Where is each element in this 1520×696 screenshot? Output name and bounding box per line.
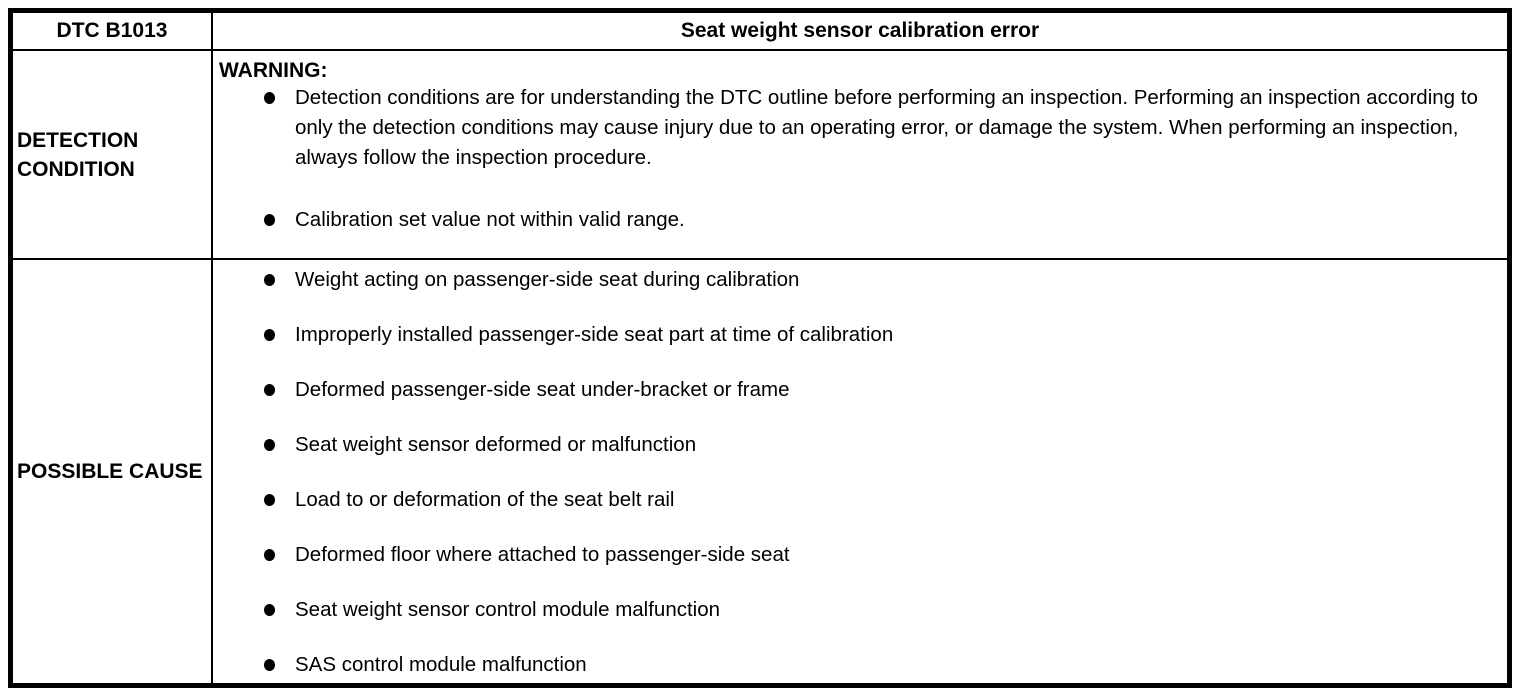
bullet-item: Seat weight sensor deformed or malfuncti… [264,433,1497,457]
bullet-text: Weight acting on passenger-side seat dur… [295,268,800,291]
bullet-icon [264,604,275,616]
dtc-code-cell: DTC B1013 [13,13,213,49]
bullet-item: Weight acting on passenger-side seat dur… [264,268,1497,292]
bullet-icon [264,549,275,561]
bullet-text: Seat weight sensor control module malfun… [295,598,721,621]
bullet-item: Deformed floor where attached to passeng… [264,543,1497,567]
bullet-item: Detection conditions are for understandi… [264,83,1497,173]
possible-cause-label: POSSIBLE CAUSE [13,260,213,683]
bullet-text: SAS control module malfunction [295,653,587,676]
possible-cause-content: Weight acting on passenger-side seat dur… [213,260,1507,683]
warning-heading: WARNING: [219,59,328,82]
bullet-icon [264,439,275,451]
possible-cause-row: POSSIBLE CAUSE Weight acting on passenge… [13,260,1507,683]
bullet-text: Deformed floor where attached to passeng… [295,543,790,566]
bullet-item: Load to or deformation of the seat belt … [264,488,1497,512]
bullet-text: Calibration set value not within valid r… [295,208,685,231]
dtc-title-cell: Seat weight sensor calibration error [213,13,1507,49]
detection-condition-label: DETECTION CONDITION [13,51,213,258]
bullet-text: Seat weight sensor deformed or malfuncti… [295,433,697,456]
bullet-icon [264,274,275,286]
bullet-icon [264,659,275,671]
bullet-text: Load to or deformation of the seat belt … [295,488,675,511]
bullet-icon [264,494,275,506]
bullet-icon [264,92,275,104]
bullet-text: Detection conditions are for understandi… [295,86,1478,169]
detection-condition-row: DETECTION CONDITION WARNING: Detection c… [13,51,1507,260]
detection-condition-content: WARNING: Detection conditions are for un… [213,51,1507,258]
detection-bullet-list: Detection conditions are for understandi… [219,83,1497,235]
bullet-icon [264,384,275,396]
dtc-code: DTC B1013 [56,19,168,42]
bullet-text: Deformed passenger-side seat under-brack… [295,378,790,401]
bullet-item: Improperly installed passenger-side seat… [264,323,1497,347]
table-header-row: DTC B1013 Seat weight sensor calibration… [13,13,1507,51]
bullet-item: Seat weight sensor control module malfun… [264,598,1497,622]
dtc-title: Seat weight sensor calibration error [680,19,1040,42]
possible-cause-bullet-list: Weight acting on passenger-side seat dur… [219,268,1497,677]
bullet-item: Deformed passenger-side seat under-brack… [264,378,1497,402]
bullet-item: Calibration set value not within valid r… [264,205,1497,235]
dtc-table: DTC B1013 Seat weight sensor calibration… [8,8,1512,688]
bullet-icon [264,329,275,341]
bullet-text: Improperly installed passenger-side seat… [295,323,894,346]
bullet-icon [264,214,275,226]
bullet-item: SAS control module malfunction [264,653,1497,677]
